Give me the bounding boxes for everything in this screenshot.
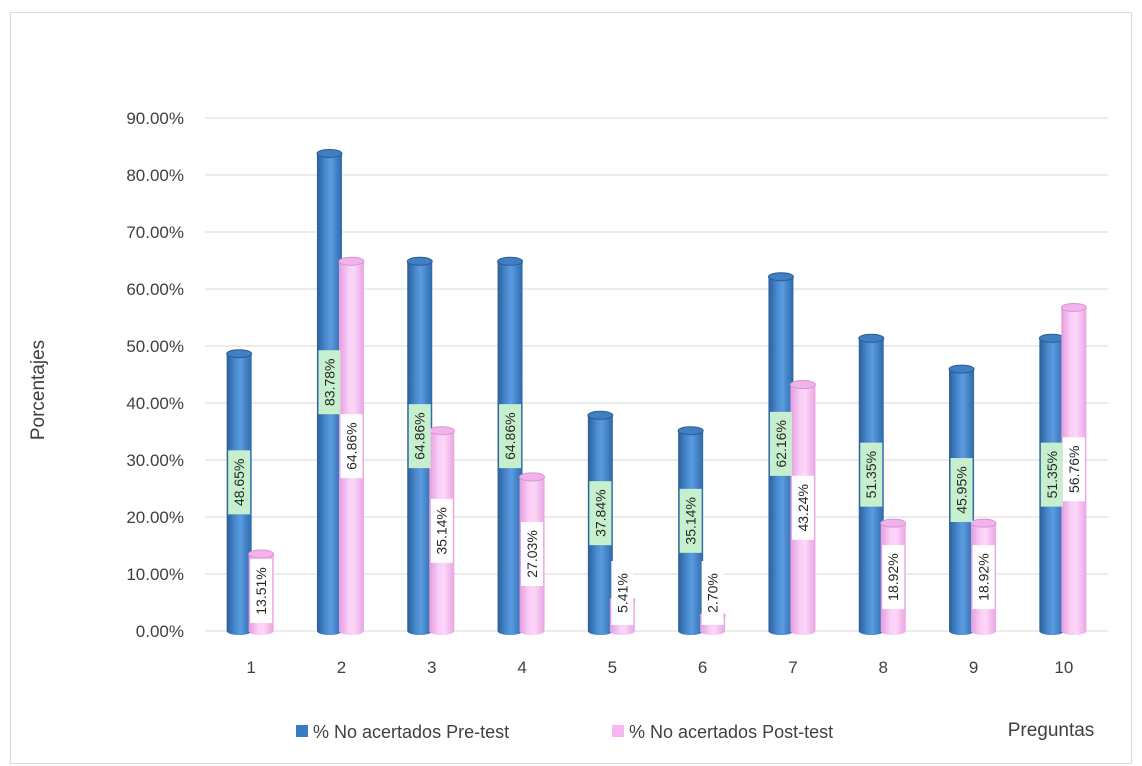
data-label: 51.35% [1040, 442, 1063, 507]
chart-frame [10, 12, 1132, 764]
data-label: 18.92% [882, 545, 905, 610]
data-label-text: 48.65% [231, 459, 247, 506]
data-label-text: 35.14% [434, 507, 450, 554]
x-tick-label: 6 [698, 658, 707, 677]
data-label: 62.16% [769, 411, 792, 476]
data-label-text: 43.24% [795, 484, 811, 531]
x-tick-label: 2 [337, 658, 346, 677]
data-label: 5.41% [611, 561, 634, 625]
x-tick-label: 8 [879, 658, 888, 677]
data-label-text: 64.86% [502, 412, 518, 459]
x-axis: 1 2 3 4 5 6 7 8 9 10 [246, 658, 1073, 677]
data-label: 64.86% [499, 404, 522, 469]
legend: % No acertados Pre-test % No acertados Po… [296, 722, 833, 742]
data-label: 43.24% [791, 475, 814, 540]
x-tick-label: 4 [517, 658, 526, 677]
legend-swatch [612, 725, 624, 737]
x-tick-label: 10 [1054, 658, 1073, 677]
data-label-text: 51.35% [863, 451, 879, 498]
y-tick-label: 80.00% [126, 166, 184, 185]
data-label: 64.86% [340, 414, 363, 479]
data-label: 64.86% [408, 404, 431, 469]
data-label-text: 2.70% [705, 573, 721, 613]
data-label: 2.70% [701, 561, 724, 625]
y-tick-label: 20.00% [126, 508, 184, 527]
data-label-text: 83.78% [321, 358, 337, 405]
data-label: 45.95% [950, 458, 973, 523]
data-label: 35.14% [679, 488, 702, 553]
data-label-text: 62.16% [773, 420, 789, 467]
data-label-text: 37.84% [592, 489, 608, 536]
x-tick-label: 5 [608, 658, 617, 677]
data-label-text: 18.92% [885, 553, 901, 600]
legend-label: % No acertados Post-test [629, 722, 833, 742]
data-label-text: 56.76% [1066, 445, 1082, 492]
data-label-text: 18.92% [976, 553, 992, 600]
data-labels: 48.65% 13.51% 83.78% 64.86% 64.86% 35.14% 64.8… [228, 350, 1085, 625]
data-label: 13.51% [250, 559, 273, 623]
data-label: 48.65% [228, 450, 251, 515]
y-tick-label: 40.00% [126, 394, 184, 413]
y-tick-label: 90.00% [126, 109, 184, 128]
data-label-text: 27.03% [524, 530, 540, 577]
y-axis: 0.00% 10.00% 20.00% 30.00% 40.00% 50.00% 60.00… [126, 109, 184, 641]
data-label-text: 13.51% [253, 567, 269, 614]
data-label: 83.78% [318, 350, 341, 415]
y-tick-label: 30.00% [126, 451, 184, 470]
data-label-text: 64.86% [343, 422, 359, 469]
y-tick-label: 50.00% [126, 337, 184, 356]
x-tick-label: 1 [246, 658, 255, 677]
data-label: 56.76% [1062, 437, 1085, 502]
x-tick-label: 7 [788, 658, 797, 677]
bars [226, 148, 1087, 635]
legend-item: % No acertados Post-test [612, 722, 833, 742]
data-label: 37.84% [589, 481, 612, 546]
y-tick-label: 70.00% [126, 223, 184, 242]
y-tick-label: 10.00% [126, 565, 184, 584]
legend-swatch [296, 725, 308, 737]
data-label-text: 64.86% [412, 412, 428, 459]
data-label: 51.35% [860, 442, 883, 507]
data-label-text: 5.41% [614, 573, 630, 613]
data-label-text: 51.35% [1044, 451, 1060, 498]
legend-item: % No acertados Pre-test [296, 722, 509, 742]
legend-label: % No acertados Pre-test [313, 722, 509, 742]
y-tick-label: 0.00% [136, 622, 184, 641]
y-axis-title: Porcentajes [28, 340, 49, 440]
data-label: 18.92% [972, 545, 995, 610]
data-label-text: 45.95% [954, 466, 970, 513]
data-label-text: 35.14% [683, 497, 699, 544]
y-tick-label: 60.00% [126, 280, 184, 299]
data-label: 35.14% [430, 498, 453, 563]
x-tick-label: 9 [969, 658, 978, 677]
x-tick-label: 3 [427, 658, 436, 677]
x-axis-title: Preguntas [1008, 720, 1095, 741]
data-label: 27.03% [521, 521, 544, 586]
